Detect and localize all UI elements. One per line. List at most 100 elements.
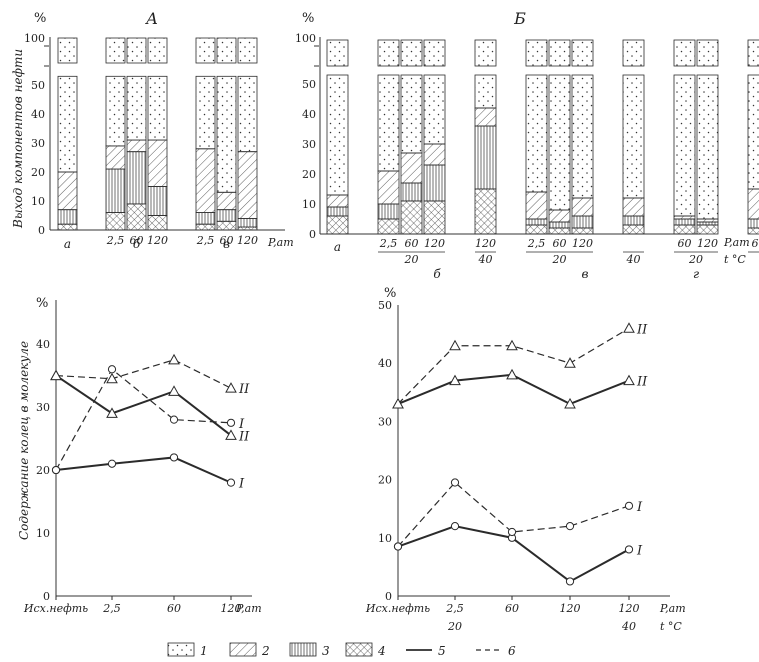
- panel-label-b: Б: [513, 9, 526, 28]
- series-line: [397, 327, 630, 405]
- bar-segment-c1: [548, 74, 571, 211]
- bar-segment-c3: [474, 125, 497, 190]
- data-point: [624, 501, 634, 510]
- bar-top-100: [216, 37, 237, 64]
- bar-segment-c3: [57, 209, 78, 225]
- ul-ytick: 30: [31, 137, 45, 150]
- bar-segment-c1: [326, 74, 349, 196]
- data-point: [449, 374, 461, 386]
- legend-number: 3: [322, 644, 330, 658]
- bar-segment-c4: [195, 223, 216, 231]
- ur-bars: [326, 39, 759, 235]
- bar-segment-c2: [423, 143, 446, 166]
- y-tick-label: 20: [36, 464, 50, 477]
- group-letter: в: [582, 267, 589, 281]
- bar-segment-c4: [423, 200, 446, 235]
- ur-ytick: 10: [302, 198, 316, 211]
- bar-segment-c3: [195, 212, 216, 225]
- y-tick-label: 0: [43, 590, 50, 603]
- group-letter: г: [693, 267, 699, 281]
- bar-segment-c2: [696, 218, 719, 223]
- series-label: II: [238, 429, 250, 444]
- bar-segment-c2: [195, 148, 216, 214]
- bar-segment-c4: [126, 203, 147, 231]
- data-point: [225, 429, 237, 440]
- group-letter: а: [64, 237, 71, 251]
- pressure-label: 2,5: [106, 234, 125, 247]
- ur-ytick: 20: [302, 168, 316, 181]
- panel-label-a: А: [145, 9, 158, 28]
- ul-y-unit: %: [34, 11, 46, 26]
- bar-segment-c3: [216, 209, 237, 222]
- data-point: [392, 397, 404, 409]
- data-point: [507, 527, 517, 537]
- bar-segment-c4: [525, 224, 548, 235]
- series-label: II: [636, 375, 648, 390]
- bar-segment-c4: [237, 226, 258, 231]
- data-point: [564, 397, 576, 409]
- data-point: [168, 353, 180, 365]
- bar-segment-c1: [377, 74, 400, 172]
- ur-labels: а2,56012020б120402,56012020в406012020г60…: [334, 237, 759, 281]
- legend-swatch: [289, 642, 317, 657]
- pressure-label: 2,5: [196, 234, 215, 247]
- x-tick-label: 120: [560, 602, 581, 615]
- temperature-label: 40: [478, 253, 493, 266]
- ul-ytick: 10: [31, 195, 45, 208]
- ur-t-label: t °C: [724, 253, 746, 266]
- pressure-label: 60: [405, 237, 419, 250]
- series-line: [55, 368, 232, 471]
- temperature-label: 20: [404, 253, 419, 266]
- bar-top-100: [57, 37, 78, 64]
- bar-segment-c1: [237, 75, 258, 153]
- series-line: [55, 456, 232, 484]
- ul-ytick: 100: [24, 32, 45, 45]
- bar-segment-c1: [105, 75, 126, 147]
- ur-ytick: 50: [302, 78, 316, 91]
- ul-p-label: P,ат: [267, 236, 294, 249]
- data-point: [169, 453, 179, 462]
- series-label: I: [238, 417, 245, 432]
- bar-top-100: [525, 39, 548, 67]
- bar-segment-c3: [747, 218, 759, 229]
- ul-bars: [57, 37, 258, 231]
- bar-segment-c1: [147, 75, 168, 141]
- bar-segment-c1: [474, 74, 497, 109]
- series-label: II: [238, 382, 250, 397]
- bar-top-100: [105, 37, 126, 64]
- bar-segment-c2: [377, 170, 400, 205]
- bar-segment-c4: [747, 227, 759, 235]
- y-tick-label: 30: [378, 415, 392, 428]
- temperature-label: 20: [447, 620, 462, 633]
- pressure-label: 120: [697, 237, 718, 250]
- lr-ticks: 0 10 20 30 40 50 Исх.нефть 2,5 60 120 120 20 40: [365, 299, 640, 633]
- group-letter: б: [433, 267, 441, 281]
- series-label: I: [636, 543, 643, 558]
- ur-ytick: 40: [302, 108, 316, 121]
- pressure-label: 60: [678, 237, 692, 250]
- ll-x-label: P,ат: [235, 602, 262, 615]
- y-tick-label: 0: [385, 590, 392, 603]
- ll-y-label: Содержание колец в молекуле: [17, 341, 31, 540]
- legend-number: 2: [261, 644, 270, 658]
- bar-segment-c4: [400, 200, 423, 235]
- bar-segment-c4: [474, 188, 497, 235]
- series-label: I: [636, 500, 643, 515]
- pressure-label: 2,5: [527, 237, 546, 250]
- legend-number: 4: [377, 644, 386, 658]
- y-tick-label: 30: [36, 401, 50, 414]
- bar-segment-c2: [237, 151, 258, 219]
- bar-segment-c4: [147, 215, 168, 231]
- group-letter: в: [223, 237, 230, 251]
- group-letter: б: [133, 237, 141, 251]
- ul-y-ticks: 0 10 20 30 40 50 100: [24, 32, 45, 237]
- x-tick-label: Исх.нефть: [365, 602, 430, 615]
- data-point: [506, 368, 518, 380]
- data-point: [624, 545, 634, 554]
- ur-y-unit: %: [302, 11, 314, 26]
- bar-segment-c1: [696, 74, 719, 220]
- legend-number: 6: [508, 644, 516, 658]
- temperature-label: 40: [626, 253, 641, 266]
